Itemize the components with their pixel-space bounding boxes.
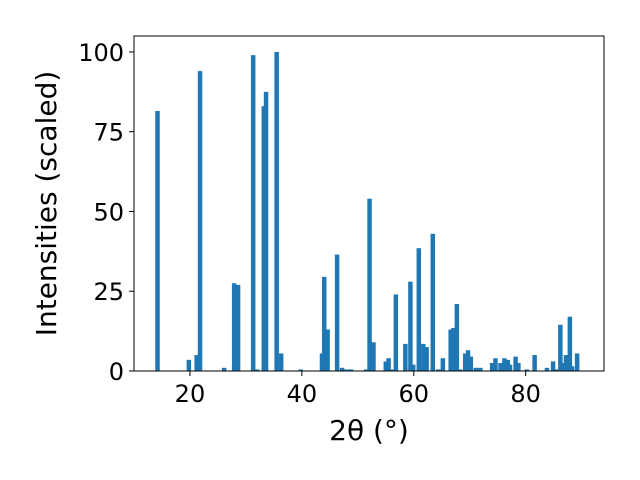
bar — [339, 367, 345, 371]
bar — [544, 367, 550, 371]
bar — [235, 284, 241, 371]
bar — [436, 369, 441, 371]
bar — [371, 342, 376, 371]
bar — [194, 355, 199, 371]
bar — [457, 369, 463, 371]
bar — [468, 356, 474, 371]
bar — [513, 356, 518, 371]
bar — [524, 369, 530, 371]
bar — [448, 329, 453, 371]
bar — [567, 316, 573, 371]
bar — [344, 369, 349, 371]
bar — [250, 55, 256, 371]
bar — [325, 329, 330, 371]
x-tick-label: 40 — [287, 380, 318, 408]
bar — [263, 91, 269, 371]
bar — [454, 304, 460, 371]
bar — [421, 343, 426, 371]
bar — [463, 353, 468, 371]
y-tick-label: 75 — [93, 119, 124, 147]
bar — [560, 363, 565, 371]
x-axis-label: 2θ (°) — [329, 414, 409, 447]
bar — [465, 350, 471, 371]
bar — [274, 51, 279, 371]
bar — [367, 198, 372, 371]
plot-frame — [133, 35, 605, 372]
bar — [383, 361, 389, 371]
bar — [254, 369, 260, 371]
bar — [408, 281, 413, 371]
bar — [393, 294, 399, 371]
x-tick-label: 80 — [510, 380, 541, 408]
bar — [186, 359, 192, 371]
bar — [386, 358, 391, 371]
bar — [574, 353, 580, 371]
x-tick-label: 60 — [398, 380, 429, 408]
bar — [473, 367, 479, 371]
bar — [569, 366, 575, 371]
y-tick-label: 25 — [93, 278, 124, 306]
bar — [410, 364, 416, 371]
bar — [451, 327, 456, 371]
bar — [498, 363, 503, 371]
bar — [424, 347, 429, 371]
x-axis-ticks: 20 40 60 80 — [175, 371, 541, 408]
bar — [403, 343, 408, 371]
bar — [322, 276, 327, 371]
bar — [478, 367, 483, 371]
bar — [348, 369, 354, 371]
bar — [493, 358, 498, 371]
bar — [231, 283, 237, 371]
y-tick-label: 50 — [93, 198, 124, 226]
bar — [550, 361, 556, 371]
bar — [502, 358, 507, 371]
x-tick-label: 20 — [175, 380, 206, 408]
bar — [363, 369, 369, 371]
bar — [389, 369, 394, 371]
bar — [430, 233, 436, 371]
bar — [298, 369, 303, 371]
bar — [334, 254, 340, 371]
bar-series — [155, 51, 580, 371]
y-tick-label: 100 — [78, 39, 124, 67]
y-axis-label: Intensities (scaled) — [30, 71, 63, 337]
bar — [516, 363, 521, 371]
bar — [416, 248, 422, 371]
bar — [155, 110, 160, 371]
bar — [489, 363, 495, 371]
bar — [197, 71, 203, 371]
bar — [563, 355, 569, 371]
bar — [532, 355, 537, 371]
bar — [221, 367, 227, 371]
y-tick-label: 0 — [109, 358, 124, 386]
bar — [440, 358, 446, 371]
bar — [278, 353, 284, 371]
y-axis-ticks: 0 25 50 75 100 — [78, 39, 134, 386]
bar — [558, 324, 563, 371]
bar — [553, 369, 559, 371]
bar — [507, 364, 513, 371]
